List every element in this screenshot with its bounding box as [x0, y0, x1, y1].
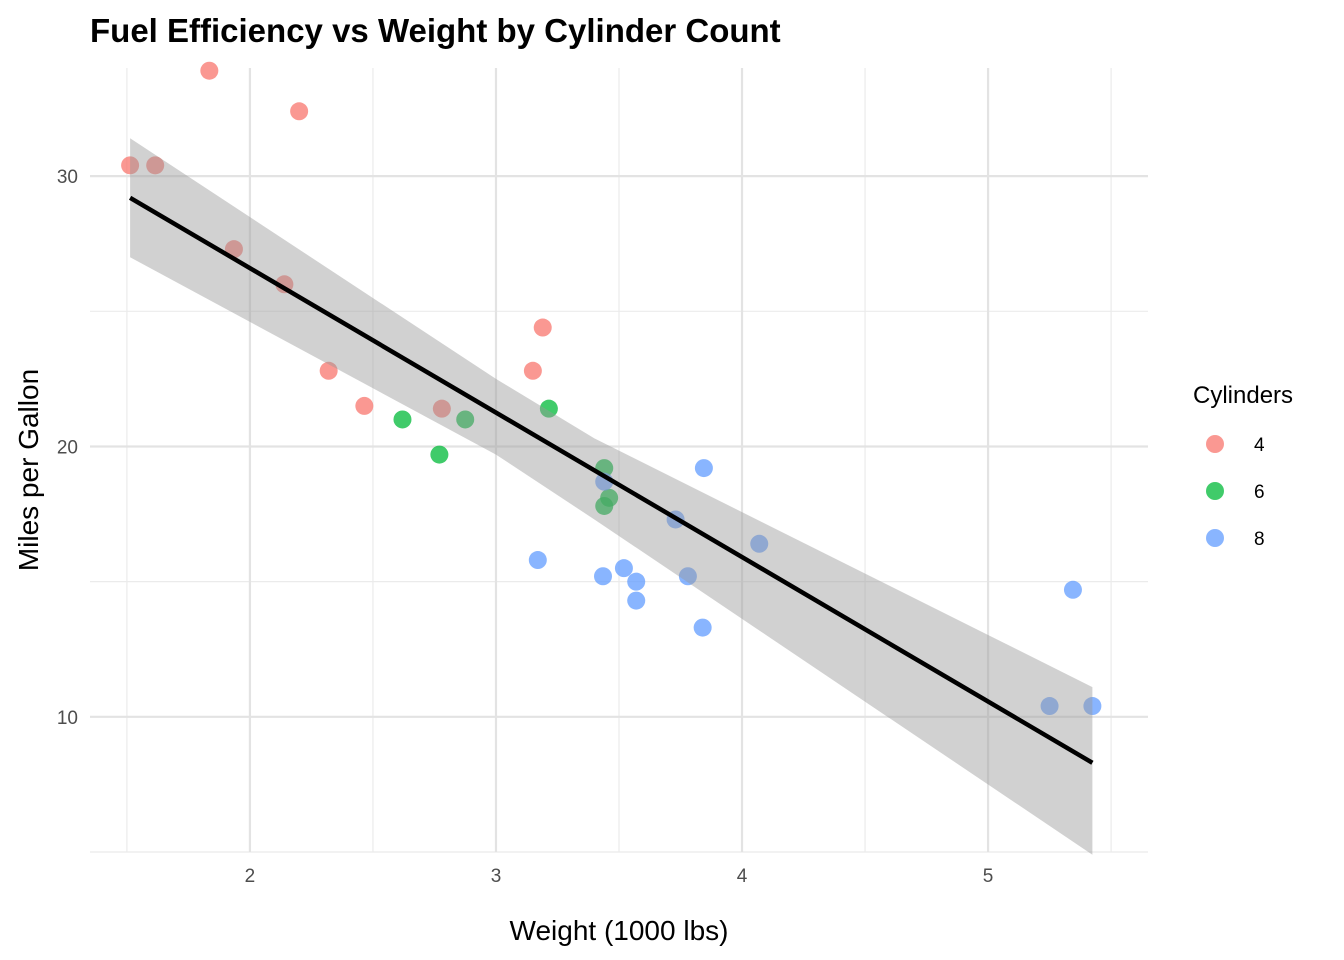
y-axis-title: Miles per Gallon	[13, 369, 44, 571]
y-tick-label: 10	[57, 708, 78, 729]
legend-label-4: 4	[1254, 435, 1265, 456]
chart-title: Fuel Efficiency vs Weight by Cylinder Co…	[90, 12, 781, 49]
data-point-cyl-4	[121, 156, 140, 175]
data-point-cyl-6	[456, 410, 475, 429]
data-point-cyl-4	[523, 361, 542, 380]
trend-line-group	[128, 195, 1094, 765]
y-tick-labels: 10 20 30	[57, 167, 78, 729]
confidence-band	[130, 138, 1093, 855]
legend-key-6	[1206, 482, 1224, 500]
x-tick-label: 5	[983, 866, 994, 887]
confidence-band-area	[130, 138, 1093, 855]
data-point-cyl-6	[393, 410, 412, 429]
data-point-cyl-8	[750, 534, 769, 553]
data-point-cyl-8	[694, 459, 713, 478]
y-tick-label: 30	[57, 167, 78, 188]
x-tick-label: 2	[245, 866, 256, 887]
y-tick-label: 20	[57, 437, 78, 458]
data-point-cyl-6	[430, 445, 449, 464]
grid	[90, 68, 1148, 853]
data-point-cyl-4	[200, 61, 219, 80]
data-point-cyl-8	[1063, 580, 1082, 599]
data-point-cyl-8	[678, 567, 697, 586]
x-tick-label: 4	[737, 866, 748, 887]
data-point-cyl-8	[528, 551, 547, 570]
x-axis-title: Weight (1000 lbs)	[510, 915, 729, 946]
data-point-cyl-8	[627, 572, 646, 591]
x-tick-label: 3	[491, 866, 502, 887]
data-point-cyl-4	[146, 156, 165, 175]
data-point-cyl-8	[1040, 697, 1059, 716]
data-point-cyl-8	[594, 567, 613, 586]
data-point-cyl-8	[614, 559, 633, 578]
data-point-cyl-4	[290, 102, 309, 121]
legend-key-8	[1206, 529, 1224, 547]
data-point-cyl-6	[539, 399, 558, 418]
legend: Cylinders 4 6 8	[1193, 382, 1293, 550]
trend-line	[128, 195, 1094, 765]
legend-label-8: 8	[1254, 529, 1265, 550]
data-points	[121, 61, 1102, 716]
data-point-cyl-8	[1083, 697, 1102, 716]
legend-key-4	[1206, 435, 1224, 453]
data-point-cyl-4	[355, 396, 374, 415]
data-point-cyl-6	[595, 496, 614, 515]
data-point-cyl-4	[533, 318, 552, 337]
data-point-cyl-4	[432, 399, 451, 418]
data-point-cyl-4	[319, 361, 338, 380]
data-point-cyl-8	[693, 618, 712, 637]
x-tick-labels: 2 3 4 5	[245, 866, 994, 887]
data-point-cyl-8	[627, 591, 646, 610]
legend-label-6: 6	[1254, 482, 1265, 503]
legend-title: Cylinders	[1193, 382, 1293, 409]
